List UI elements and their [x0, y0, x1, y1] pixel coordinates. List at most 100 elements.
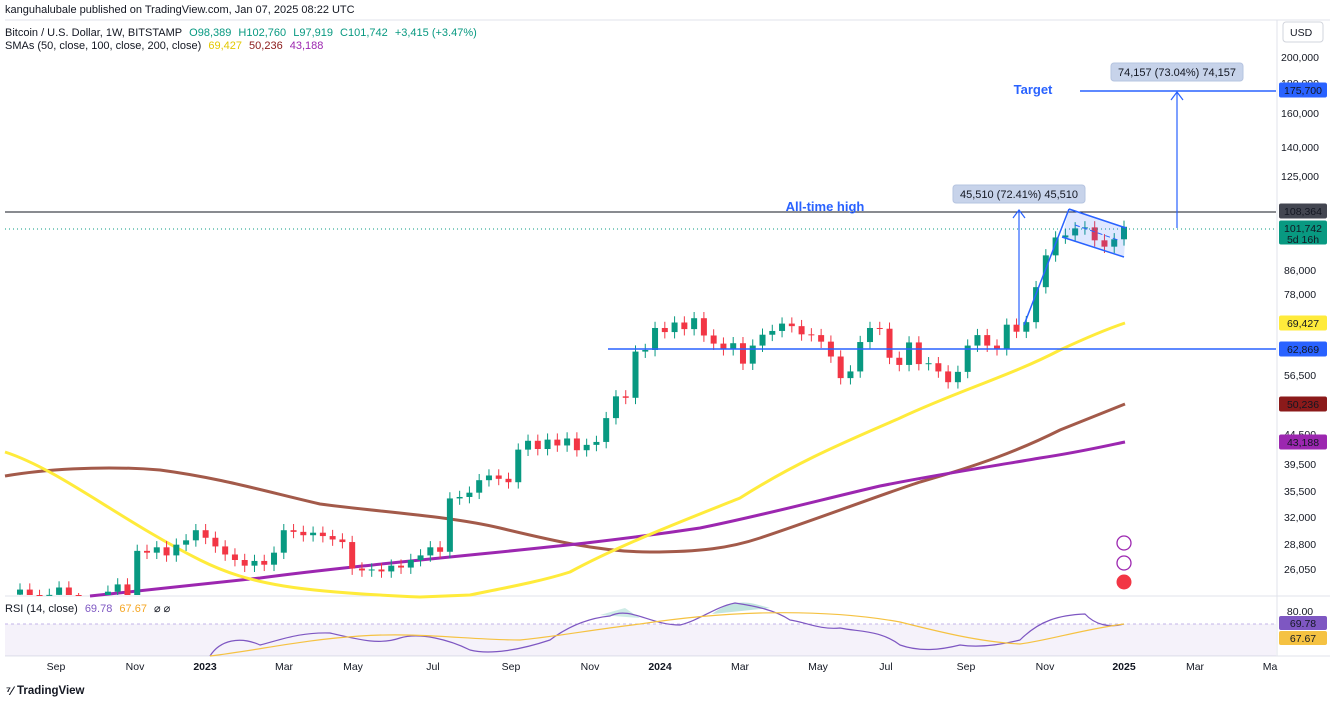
sma200-line — [89, 440, 1126, 598]
candle-body — [1042, 255, 1049, 288]
tv-logo-icon: ⁷⁄ — [6, 684, 13, 698]
candle-body — [231, 554, 238, 561]
time-tick-14: 2025 — [1112, 661, 1136, 673]
candle-body — [134, 550, 141, 595]
candle-body — [564, 438, 571, 446]
candle-body — [222, 546, 229, 555]
candle-body — [1101, 240, 1108, 247]
price-tick-4: 125,000 — [1281, 171, 1319, 183]
price-tag-3-bg — [1279, 315, 1327, 331]
candle-body — [779, 323, 786, 331]
candle-body — [925, 363, 932, 365]
candle-body — [720, 343, 727, 350]
candle-body — [17, 589, 23, 595]
price-tick-16: 28,800 — [1284, 539, 1316, 551]
time-tick-7: Nov — [581, 661, 600, 673]
candle-body — [476, 480, 483, 493]
candle-body — [437, 547, 444, 552]
time-tick-2: 2023 — [193, 661, 217, 673]
time-tick-0: Sep — [47, 661, 66, 673]
price-tag-4: 62,869 — [1287, 344, 1319, 356]
time-tick-15: Mar — [1186, 661, 1205, 673]
price-tick-13: 39,500 — [1284, 459, 1316, 471]
candle-body — [310, 532, 317, 536]
candle-body — [1111, 239, 1118, 247]
candle-body — [583, 444, 590, 451]
candle-body — [1091, 227, 1098, 241]
price-tag-1: 108,364 — [1284, 206, 1322, 218]
time-tick-11: Jul — [879, 661, 892, 673]
flag-bottom — [1061, 236, 1125, 258]
flag-top — [1068, 208, 1127, 229]
time-tick-4: May — [343, 661, 364, 673]
candle-body — [378, 569, 385, 572]
time-tick-13: Nov — [1036, 661, 1055, 673]
candle-body — [241, 560, 248, 566]
candle-body — [212, 537, 219, 547]
candle-body — [681, 322, 688, 330]
candle-body — [974, 335, 981, 346]
candle-body — [1121, 226, 1127, 240]
candle-body — [896, 357, 903, 365]
tradingview-logo[interactable]: ⁷⁄ TradingView — [6, 684, 85, 698]
candle-body — [876, 327, 883, 329]
rsi-legend[interactable]: RSI (14, close) 69.78 67.67 ⌀ ⌀ — [5, 603, 171, 615]
candle-body — [935, 363, 942, 372]
candle-body — [915, 342, 922, 365]
rsi-ma-tag: 67.67 — [1290, 633, 1316, 645]
rsi-ma-line — [209, 612, 1125, 657]
measure-label-1-box — [952, 184, 1086, 204]
price-tick-2: 160,000 — [1281, 108, 1319, 120]
price-tick-17: 26,050 — [1284, 564, 1316, 576]
candle-body — [36, 595, 43, 596]
sma-legend[interactable]: SMAs (50, close, 100, close, 200, close)… — [5, 40, 324, 52]
candle-body — [857, 342, 864, 372]
candle-body — [652, 327, 659, 350]
sma50-line — [4, 321, 1126, 599]
candle-body — [984, 335, 991, 346]
candle-body — [339, 539, 346, 543]
lightning-icon — [1116, 555, 1132, 571]
candle-body — [349, 542, 356, 569]
candle-body — [739, 343, 746, 364]
symbol-title: Bitcoin / U.S. Dollar, 1W, BITSTAMP — [5, 27, 183, 39]
candle-body — [945, 371, 952, 383]
price-tag-2-sub: 5d 16h — [1287, 234, 1319, 246]
candle-body — [1062, 235, 1069, 238]
price-tick-15: 32,000 — [1284, 512, 1316, 524]
candle-body — [759, 334, 766, 346]
candle-body — [407, 560, 414, 568]
candle-body — [544, 439, 551, 450]
price-tick-10: 56,500 — [1284, 370, 1316, 382]
candle-body — [300, 531, 307, 536]
candle-body — [290, 530, 297, 532]
currency-label[interactable]: USD — [1290, 27, 1313, 39]
candle-body — [173, 544, 180, 556]
candle-body — [730, 343, 737, 350]
price-tag-5-bg — [1279, 396, 1327, 412]
candle-body — [906, 342, 913, 365]
candle-body — [358, 568, 365, 571]
measure-arrow-1-head — [1012, 209, 1026, 219]
rsi-ma-tag-bg — [1279, 631, 1327, 645]
candle-body — [427, 547, 434, 556]
candles — [17, 220, 1127, 596]
publisher-line: kanguhalubale published on TradingView.c… — [5, 4, 355, 16]
measure-label-2: 74,157 (73.04%) 74,157 — [1118, 67, 1236, 79]
candle-body — [251, 560, 258, 566]
price-tag-2-bg — [1279, 220, 1327, 245]
candle-body — [26, 589, 33, 595]
candle-body — [104, 591, 111, 595]
candle-body — [202, 530, 209, 538]
candle-body — [56, 587, 63, 595]
candle-body — [46, 594, 53, 596]
price-tag-0-bg — [1279, 82, 1327, 98]
price-tag-1-bg — [1279, 203, 1327, 219]
candle-body — [798, 326, 805, 335]
price-tag-6-bg — [1279, 434, 1327, 450]
rsi-tag-bg — [1279, 616, 1327, 630]
price-tick-3: 140,000 — [1281, 142, 1319, 154]
price-tick-7: 78,000 — [1284, 289, 1316, 301]
candle-body — [710, 335, 717, 344]
